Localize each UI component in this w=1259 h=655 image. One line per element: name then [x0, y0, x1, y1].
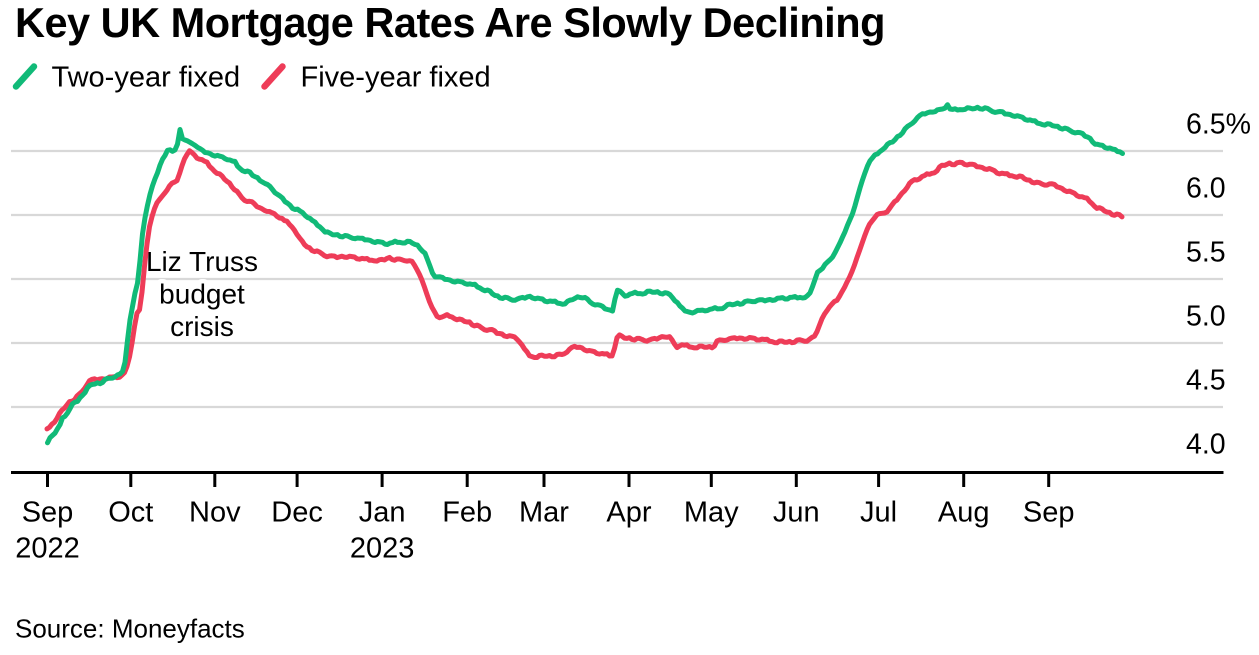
svg-text:6.5%: 6.5% [1186, 109, 1251, 141]
svg-text:May: May [684, 497, 739, 529]
svg-text:Jun: Jun [773, 497, 820, 529]
svg-text:Sep: Sep [22, 497, 74, 529]
svg-text:Apr: Apr [606, 497, 651, 529]
svg-text:2023: 2023 [350, 533, 415, 565]
svg-text:Five-year fixed: Five-year fixed [301, 62, 491, 94]
svg-text:2022: 2022 [15, 533, 80, 565]
svg-text:6.0: 6.0 [1186, 173, 1226, 205]
svg-text:Liz Truss: Liz Truss [146, 246, 258, 277]
svg-text:crisis: crisis [170, 311, 234, 342]
svg-text:Two-year fixed: Two-year fixed [52, 62, 241, 94]
svg-text:Oct: Oct [108, 497, 153, 529]
svg-text:5.0: 5.0 [1186, 301, 1226, 333]
svg-text:Jan: Jan [359, 497, 406, 529]
svg-text:Aug: Aug [938, 497, 990, 529]
svg-text:Feb: Feb [442, 497, 492, 529]
svg-text:Mar: Mar [519, 497, 569, 529]
svg-text:4.5: 4.5 [1186, 365, 1226, 397]
svg-text:5.5: 5.5 [1186, 237, 1226, 269]
svg-text:Jul: Jul [860, 497, 897, 529]
svg-text:4.0: 4.0 [1186, 429, 1226, 461]
svg-text:Source: Moneyfacts: Source: Moneyfacts [15, 614, 245, 644]
svg-text:Key UK Mortgage Rates Are Slow: Key UK Mortgage Rates Are Slowly Declini… [15, 0, 885, 46]
svg-text:Nov: Nov [189, 497, 241, 529]
svg-text:budget: budget [159, 279, 245, 310]
svg-text:Dec: Dec [271, 497, 323, 529]
svg-text:Sep: Sep [1023, 497, 1075, 529]
